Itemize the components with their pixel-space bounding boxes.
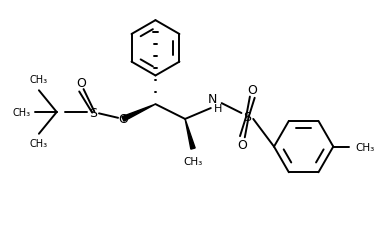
Text: O: O <box>247 84 257 96</box>
Text: N: N <box>208 92 217 105</box>
Text: CH₃: CH₃ <box>13 108 31 118</box>
Text: CH₃: CH₃ <box>30 138 48 148</box>
Text: O: O <box>118 113 128 126</box>
Text: S: S <box>243 111 251 124</box>
Text: S: S <box>89 106 97 119</box>
Polygon shape <box>185 119 195 149</box>
Text: H: H <box>213 104 222 114</box>
Text: O: O <box>76 76 86 89</box>
Text: CH₃: CH₃ <box>184 157 203 167</box>
Text: CH₃: CH₃ <box>30 75 48 85</box>
Text: O: O <box>237 138 247 151</box>
Text: CH₃: CH₃ <box>355 142 374 152</box>
Polygon shape <box>122 105 156 122</box>
